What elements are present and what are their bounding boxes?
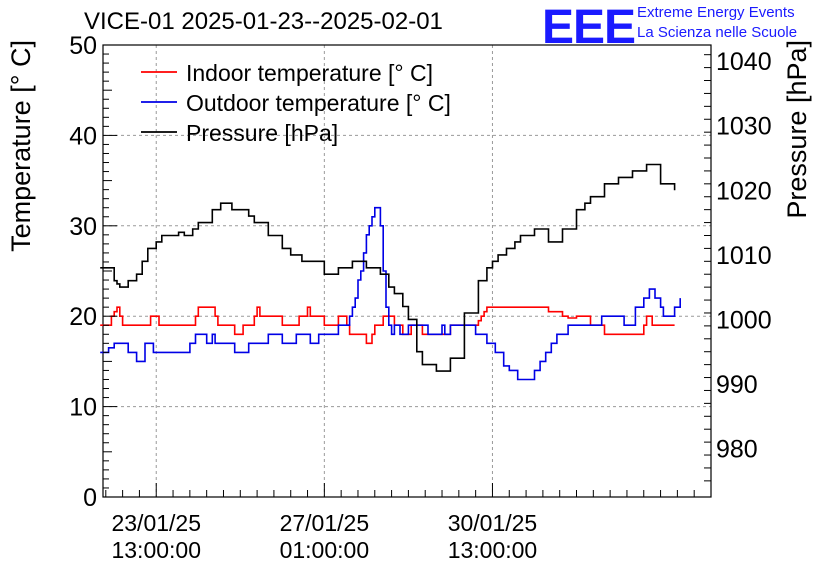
right-axis-title: Pressure [hPa] bbox=[782, 40, 812, 219]
x-tick-label-date: 30/01/25 bbox=[448, 510, 538, 536]
left-tick-label: 30 bbox=[69, 213, 97, 241]
left-tick-label: 0 bbox=[83, 484, 97, 512]
right-tick-label: 1010 bbox=[716, 242, 772, 270]
right-tick-label: 980 bbox=[716, 436, 758, 464]
x-tick-label-time: 13:00:00 bbox=[448, 537, 538, 563]
logo-subtitle-line2: La Scienza nelle Scuole bbox=[637, 24, 798, 41]
legend-label-2: Pressure [hPa] bbox=[186, 120, 338, 146]
legend-label-1: Outdoor temperature [° C] bbox=[186, 90, 451, 116]
legend-label-0: Indoor temperature [° C] bbox=[186, 60, 433, 86]
x-tick-label-date: 23/01/25 bbox=[111, 510, 201, 536]
right-tick-label: 1020 bbox=[716, 177, 772, 205]
x-tick-label-date: 27/01/25 bbox=[280, 510, 370, 536]
left-tick-label: 50 bbox=[69, 32, 97, 60]
series-line-2 bbox=[100, 163, 676, 372]
logo-subtitle-line1: Extreme Energy Events bbox=[637, 4, 795, 21]
series-line-0 bbox=[100, 306, 675, 345]
left-tick-label: 40 bbox=[69, 122, 97, 150]
left-tick-label: 20 bbox=[69, 303, 97, 331]
right-tick-label: 1000 bbox=[716, 306, 772, 334]
legend-layer: Indoor temperature [° C] Outdoor temperat… bbox=[141, 60, 451, 146]
right-tick-label: 990 bbox=[716, 371, 758, 399]
series-layer bbox=[100, 163, 681, 381]
axis-layer: 010203040509809901000101010201030104023/… bbox=[6, 32, 812, 563]
x-tick-label-time: 13:00:00 bbox=[111, 537, 201, 563]
chart-title: VICE-01 2025-01-23--2025-02-01 bbox=[84, 8, 443, 35]
left-axis-title: Temperature [° C] bbox=[6, 40, 36, 252]
series-line-1 bbox=[100, 206, 681, 381]
right-tick-label: 1030 bbox=[716, 113, 772, 141]
right-tick-label: 1040 bbox=[716, 48, 772, 76]
left-tick-label: 10 bbox=[69, 394, 97, 422]
x-tick-label-time: 01:00:00 bbox=[280, 537, 370, 563]
